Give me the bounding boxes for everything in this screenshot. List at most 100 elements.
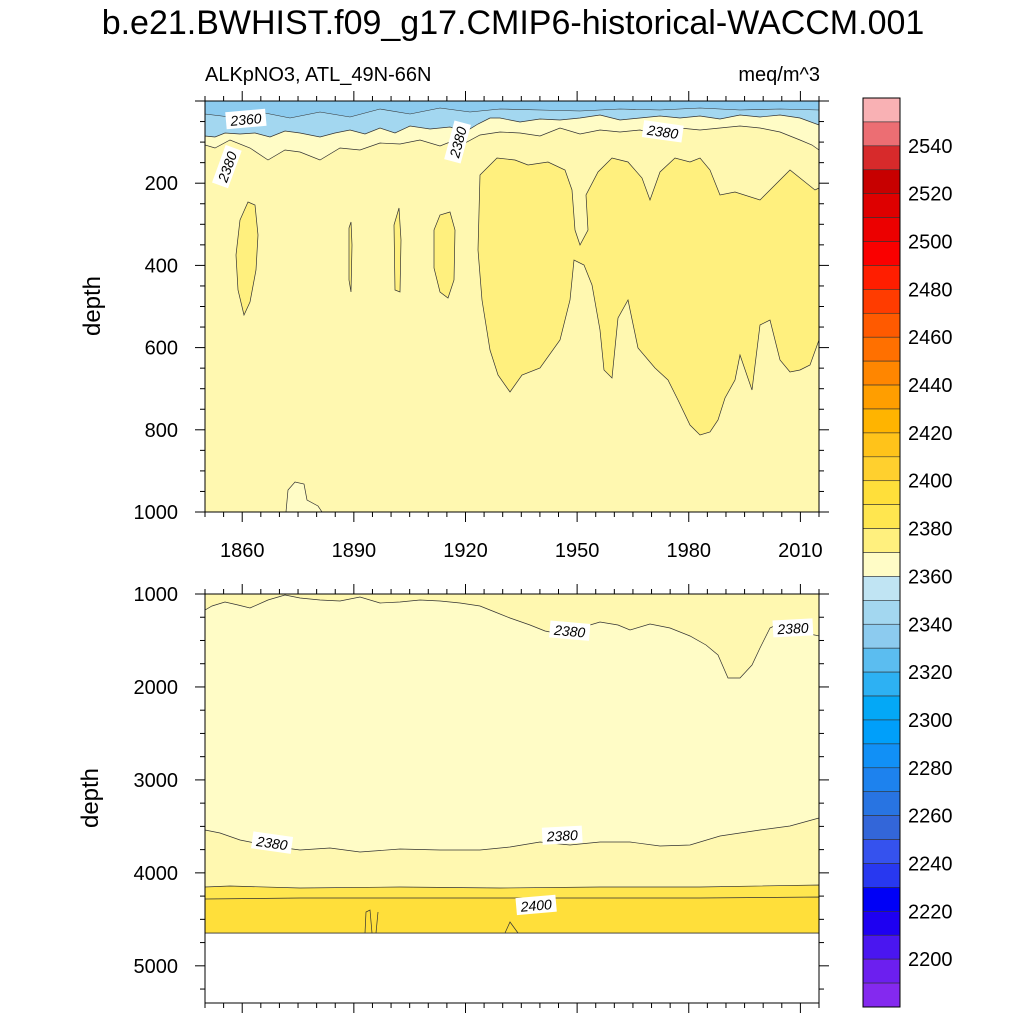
upper-patch-2390 (477, 157, 820, 436)
upper-ylabel: depth (79, 276, 106, 336)
colorbar-label: 2540 (908, 136, 953, 158)
x-tick-label: 1980 (667, 540, 712, 562)
contour-label: 2380 (549, 620, 591, 641)
x-tick-label: 1920 (443, 540, 488, 562)
upper-y-ticks: 200 400 600 800 1000 (134, 100, 829, 524)
lower-ylabel: depth (77, 768, 104, 828)
colorbar-swatch (862, 193, 901, 218)
contour-label: 2360 (225, 108, 267, 130)
colorbar-label: 2280 (908, 758, 953, 780)
colorbar-swatch (862, 312, 901, 338)
y-tick-label: 1000 (134, 584, 179, 606)
colorbar-swatch (862, 145, 901, 171)
lower-2400 (204, 896, 820, 934)
colorbar-label: 2320 (908, 662, 953, 684)
x-tick-label: 2010 (778, 540, 823, 562)
figure-title: b.e21.BWHIST.f09_g17.CMIP6-historical-WA… (102, 4, 925, 42)
colorbar-swatch (862, 600, 901, 625)
colorbar-swatch (862, 480, 901, 505)
colorbar-swatch (862, 241, 901, 266)
colorbar-frame (862, 97, 901, 1008)
y-tick-label: 600 (145, 338, 178, 360)
lower-top-2380 (204, 593, 820, 679)
colorbar-label: 2440 (908, 375, 953, 397)
y-tick-label: 2000 (134, 677, 179, 699)
y-tick-label: 5000 (134, 956, 179, 978)
colorbar-swatch (862, 121, 901, 147)
y-tick-label: 3000 (134, 770, 179, 792)
upper-blob-1890 (348, 221, 353, 293)
lower-ridge-3 (504, 921, 519, 934)
colorbar-label: 2400 (908, 471, 953, 493)
colorbar-label: 2500 (908, 232, 953, 254)
lower-ridge-1 (364, 909, 373, 934)
colorbar-swatch (862, 623, 901, 649)
lower-ridge-2 (375, 911, 379, 934)
contour-label: 2380 (541, 825, 583, 845)
upper-x-ticks: 1860 1890 1920 1950 1980 2010 (204, 91, 823, 562)
contour-label-text: 2380 (776, 620, 809, 638)
colorbar-swatch (862, 265, 901, 290)
colorbar-swatch (862, 289, 901, 314)
colorbar-swatch (862, 887, 901, 912)
colorbar-label: 2360 (908, 566, 953, 588)
colorbar-swatch (862, 958, 901, 984)
colorbar-swatch (862, 408, 901, 434)
upper-panel: 1860 1890 1920 1950 1980 2010 200 400 600 800 100… (79, 91, 829, 562)
colorbar-swatch (862, 384, 901, 410)
colorbar-label: 2520 (908, 184, 953, 206)
upper-surface-2350 (204, 100, 820, 119)
contour-label-text: 2380 (545, 827, 578, 845)
contour-label-bg (772, 618, 814, 638)
colorbar-swatch (862, 743, 901, 769)
colorbar-label: 2340 (908, 614, 953, 636)
colorbar-swatch (862, 97, 901, 123)
lower-contour-labels: 2380 2380 2380 2380 2400 (251, 618, 814, 916)
colorbar-swatch (862, 815, 901, 840)
contour-label-bg (212, 144, 242, 189)
y-tick-label: 1000 (134, 502, 179, 524)
lower-y-ticks: 1000 2000 3000 4000 5000 (134, 584, 829, 990)
colorbar-label: 2420 (908, 423, 953, 445)
lower-panel: 1000 2000 3000 4000 5000 2380 2380 2380 2380 240… (77, 584, 829, 1013)
colorbar-swatch (862, 504, 901, 529)
colorbar-label: 2380 (908, 519, 953, 541)
contour-label-bg (641, 120, 684, 143)
contour-label-bg (444, 120, 471, 164)
contour-label-bg (515, 894, 557, 916)
contour-label-bg (225, 108, 267, 130)
contour-label-bg (549, 620, 591, 641)
contour-label-text: 2380 (645, 122, 679, 142)
colorbar-label: 2260 (908, 806, 953, 828)
x-tick-label: 1950 (555, 540, 600, 562)
upper-blob-1903 (393, 207, 402, 293)
contour-label-text: 2400 (519, 896, 553, 915)
colorbar-swatch (862, 863, 901, 888)
colorbar-swatch (862, 432, 901, 458)
x-tick-label: 1890 (332, 540, 377, 562)
colorbar-swatch (862, 456, 901, 482)
colorbar-swatch (862, 576, 901, 601)
colorbar-swatch (862, 552, 901, 577)
colorbar-swatch (862, 217, 901, 242)
colorbar-label: 2480 (908, 279, 953, 301)
contour-label: 2380 (641, 120, 684, 143)
lower-frame (204, 593, 820, 1004)
colorbar-swatch (862, 767, 901, 793)
colorbar-swatch (862, 719, 901, 745)
colorbar-swatch (862, 695, 901, 721)
contour-label: 2380 (251, 831, 294, 854)
y-tick-label: 400 (145, 255, 178, 277)
y-tick-label: 200 (145, 173, 178, 195)
x-tick-label: 1860 (220, 540, 265, 562)
contour-label: 2400 (515, 894, 557, 916)
colorbar-swatch (862, 911, 901, 936)
colorbar-swatch (862, 934, 901, 960)
colorbar-swatch (862, 169, 901, 194)
colorbar-label: 2200 (908, 949, 953, 971)
contour-label-text: 2380 (552, 622, 586, 641)
colorbar-label: 2220 (908, 901, 953, 923)
variable-label: ALKpNO3, ATL_49N-66N (205, 64, 431, 86)
contour-label-bg (251, 831, 294, 854)
